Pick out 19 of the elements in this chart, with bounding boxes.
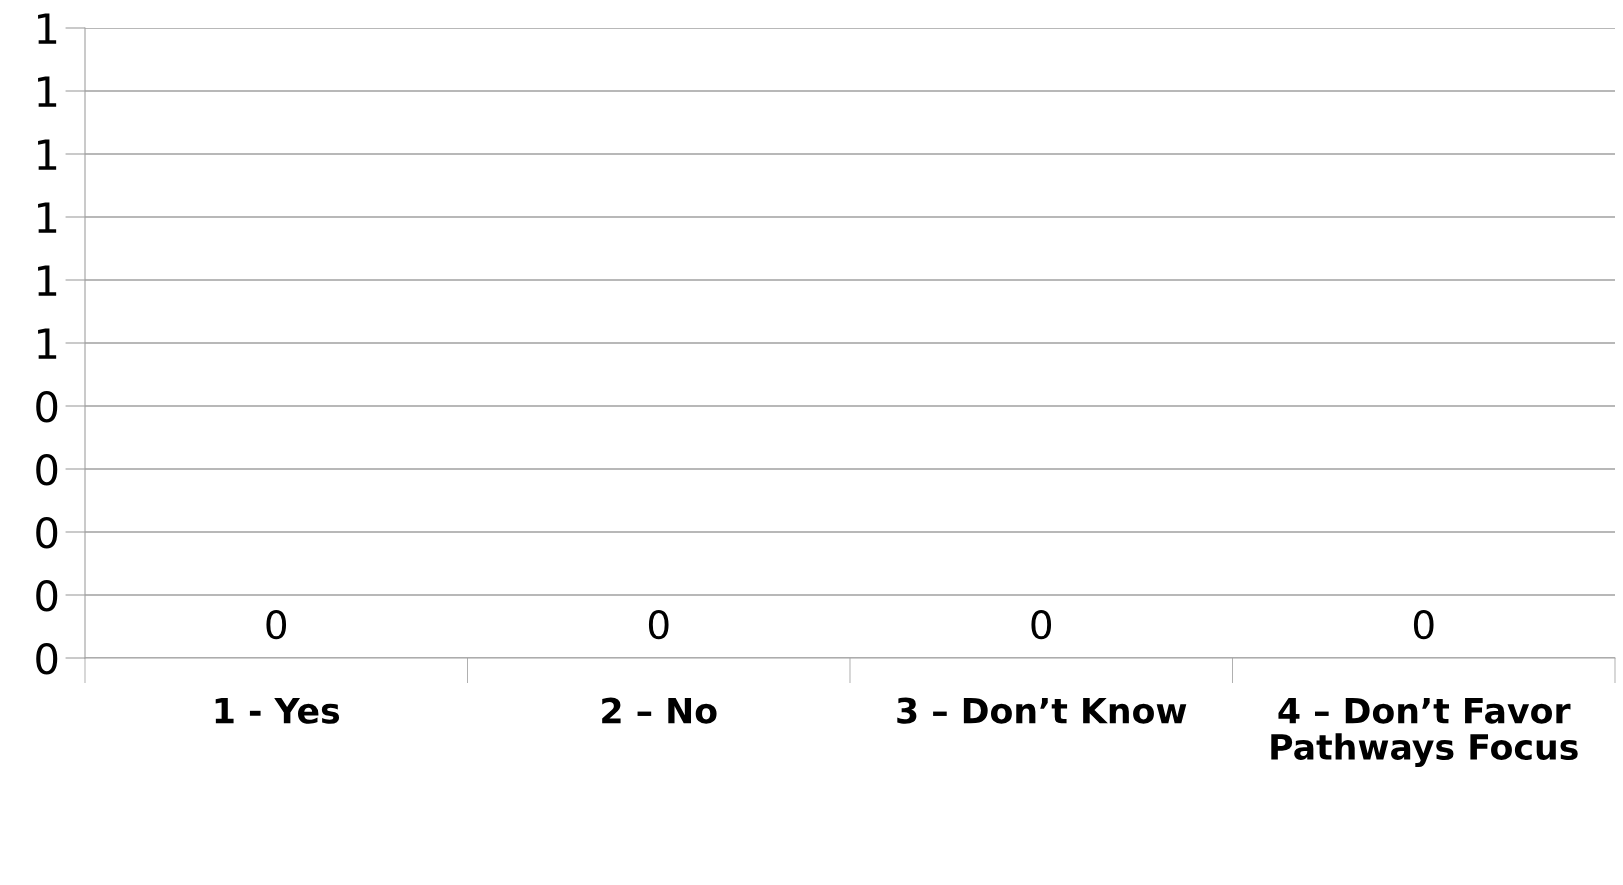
y-tick-label: 1 xyxy=(38,76,57,107)
y-tick-label: 0 xyxy=(36,579,58,612)
data-label: 0 xyxy=(648,609,669,640)
y-tick-label: 1 xyxy=(38,328,57,359)
y-tick-label: 0 xyxy=(36,516,58,549)
data-label: 0 xyxy=(1413,609,1434,640)
y-tick-label: 1 xyxy=(38,139,57,170)
data-label: 0 xyxy=(266,609,287,640)
x-tick-label: 1 - Yes xyxy=(215,697,340,724)
x-tick-label: 3 – Don’t Know xyxy=(897,697,1187,724)
data-label: 0 xyxy=(1031,609,1052,640)
y-tick-label: 1 xyxy=(38,13,57,44)
y-tick-label: 0 xyxy=(36,642,58,675)
x-tick-label: 2 – No xyxy=(602,697,717,724)
x-tick-label: 4 – Don’t Favor Pathways Focus xyxy=(1271,697,1578,768)
y-tick-label: 1 xyxy=(38,265,57,296)
y-tick-label: 0 xyxy=(36,390,58,423)
y-tick-label: 0 xyxy=(36,453,58,486)
y-tick-label: 1 xyxy=(38,202,57,233)
